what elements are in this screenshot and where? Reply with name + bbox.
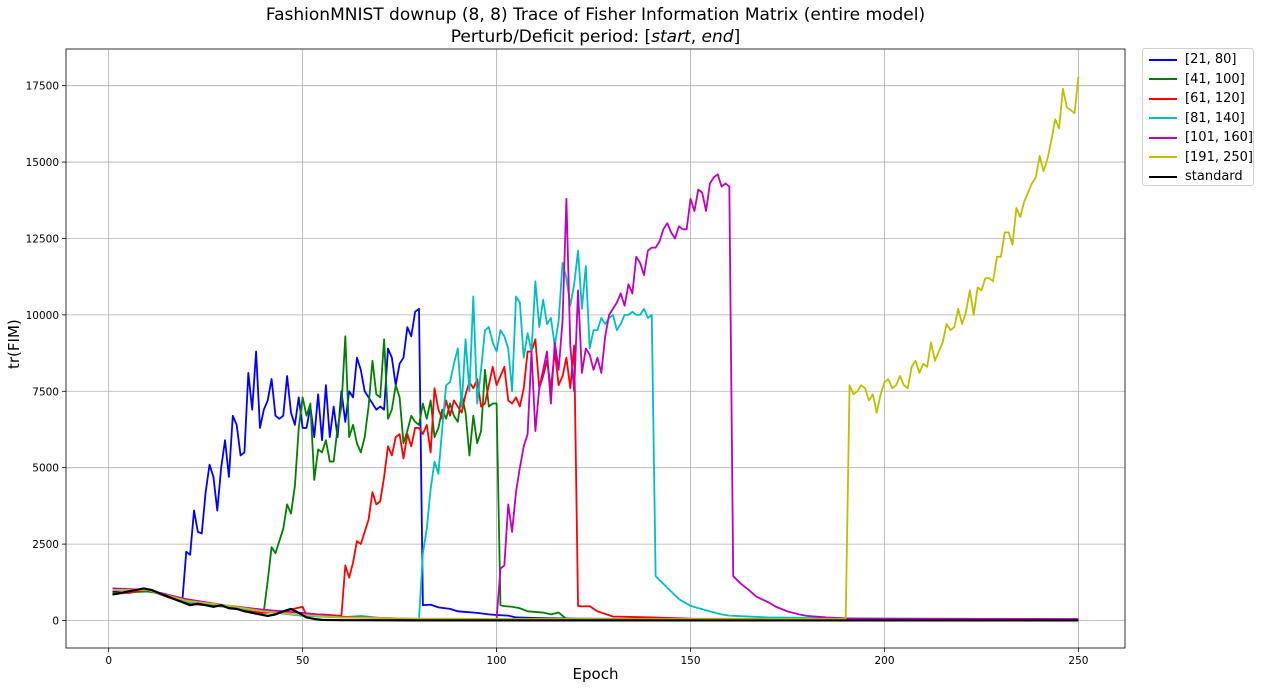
x-tick-label: 200 [874,655,894,667]
legend-label: [61, 120] [1185,91,1245,107]
legend-label: [41, 100] [1185,71,1245,87]
legend-item: [21, 80] [1143,50,1253,70]
y-tick-label: 5000 [32,463,59,475]
legend-label: [21, 80] [1185,52,1237,68]
y-tick-label: 7500 [32,386,59,398]
subtitle-prefix: Perturb/Deficit period: [ [450,27,652,47]
y-tick-label: 0 [52,615,59,627]
legend-swatch [1149,97,1177,100]
series-line-2 [112,338,1079,621]
series-line-0 [112,307,1079,621]
x-tick-label: 100 [487,655,507,667]
legend-item: [61, 120] [1143,89,1253,109]
legend-label: [101, 160] [1184,130,1253,146]
legend-item: [101, 160] [1143,128,1253,148]
y-tick-label: 15000 [26,157,59,169]
x-tick-label: 50 [296,655,309,667]
axes-frame [65,48,1126,649]
legend: [21, 80] [41, 100] [61, 120] [81, 140] [101,… [1142,48,1254,186]
subtitle-end: end [701,27,734,47]
chart-title: FashionMNIST downup (8, 8) Trace of Fish… [265,5,926,25]
series-group [112,76,1080,622]
y-tick-label: 12500 [26,233,59,245]
legend-item: [81, 140] [1143,109,1253,129]
series-line-3 [112,249,1079,621]
x-tick-label: 250 [1068,655,1088,667]
legend-swatch [1149,136,1177,139]
series-line-5 [112,76,1080,620]
legend-swatch [1149,78,1177,81]
subtitle-start: start [651,27,691,47]
series-line-4 [112,173,1079,620]
legend-item: standard [1143,167,1253,187]
legend-item: [191, 250] [1143,148,1253,168]
y-axis-label: tr(FIM) [5,319,23,369]
x-axis-label: Epoch [572,665,619,683]
y-tick-label: 17500 [26,81,59,93]
legend-label: [81, 140] [1185,110,1245,126]
subtitle-suffix: ] [733,27,741,47]
x-tick-label: 0 [105,655,112,667]
subtitle-sep: , [690,27,702,47]
x-tick-label: 150 [681,655,701,667]
legend-swatch [1149,175,1177,178]
series-line-1 [112,335,1079,621]
series-line-6 [112,587,1079,622]
legend-label: standard [1185,169,1243,185]
legend-swatch [1149,117,1177,120]
legend-label: [191, 250] [1184,149,1253,165]
legend-item: [41, 100] [1143,70,1253,90]
y-tick-label: 10000 [26,310,59,322]
legend-swatch [1149,156,1177,159]
chart-subtitle: Perturb/Deficit period: [start, end] [66,27,1125,47]
legend-swatch [1149,58,1177,61]
y-tick-label: 2500 [32,539,59,551]
